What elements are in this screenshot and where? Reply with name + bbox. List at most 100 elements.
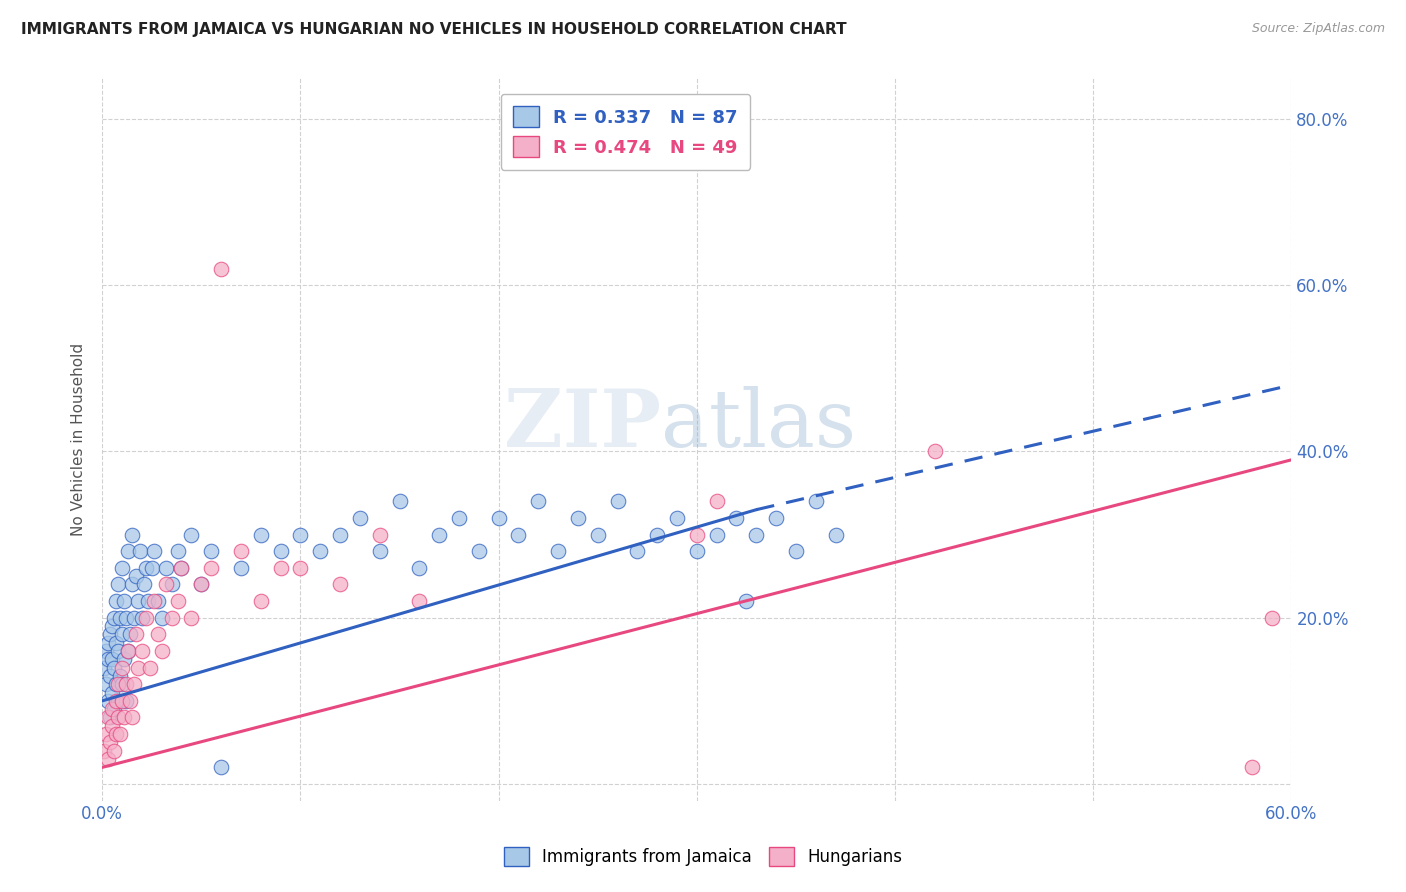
Point xyxy=(118,694,141,708)
Point xyxy=(1240,760,1263,774)
Point xyxy=(111,660,134,674)
Point xyxy=(447,511,470,525)
Point xyxy=(686,527,709,541)
Point xyxy=(209,760,232,774)
Point xyxy=(200,544,222,558)
Text: atlas: atlas xyxy=(661,385,856,464)
Point xyxy=(229,544,252,558)
Point xyxy=(527,494,550,508)
Point xyxy=(122,611,145,625)
Point xyxy=(97,710,120,724)
Point xyxy=(785,544,807,558)
Point xyxy=(115,677,138,691)
Point xyxy=(108,611,131,625)
Point xyxy=(160,577,183,591)
Y-axis label: No Vehicles in Household: No Vehicles in Household xyxy=(72,343,86,535)
Point xyxy=(98,735,121,749)
Point xyxy=(125,627,148,641)
Point xyxy=(166,594,188,608)
Point xyxy=(125,569,148,583)
Point xyxy=(115,611,138,625)
Point xyxy=(804,494,827,508)
Point xyxy=(686,544,709,558)
Point xyxy=(97,652,120,666)
Point xyxy=(309,544,332,558)
Point xyxy=(408,594,430,608)
Point xyxy=(706,527,728,541)
Point xyxy=(824,527,846,541)
Point xyxy=(96,644,118,658)
Point xyxy=(98,627,121,641)
Point xyxy=(488,511,510,525)
Point xyxy=(146,594,169,608)
Point xyxy=(122,677,145,691)
Point xyxy=(127,660,149,674)
Point xyxy=(209,261,232,276)
Point xyxy=(112,594,135,608)
Legend: R = 0.337   N = 87, R = 0.474   N = 49: R = 0.337 N = 87, R = 0.474 N = 49 xyxy=(501,94,751,169)
Point xyxy=(745,527,768,541)
Point xyxy=(388,494,411,508)
Point xyxy=(180,611,202,625)
Point xyxy=(127,594,149,608)
Point xyxy=(229,561,252,575)
Point xyxy=(115,694,138,708)
Point xyxy=(118,627,141,641)
Point xyxy=(108,669,131,683)
Point xyxy=(112,710,135,724)
Point xyxy=(111,677,134,691)
Point xyxy=(132,577,155,591)
Point xyxy=(408,561,430,575)
Point xyxy=(329,527,352,541)
Point xyxy=(139,660,162,674)
Point xyxy=(117,544,139,558)
Point xyxy=(97,752,120,766)
Point xyxy=(170,561,193,575)
Point xyxy=(270,561,292,575)
Point xyxy=(117,644,139,658)
Point xyxy=(166,544,188,558)
Point xyxy=(121,577,143,591)
Point xyxy=(96,727,118,741)
Point xyxy=(101,702,124,716)
Text: ZIP: ZIP xyxy=(505,385,661,464)
Point xyxy=(101,619,124,633)
Point xyxy=(135,561,157,575)
Point xyxy=(170,561,193,575)
Point xyxy=(567,511,589,525)
Point xyxy=(606,494,628,508)
Point xyxy=(97,694,120,708)
Point xyxy=(586,527,609,541)
Point xyxy=(96,677,118,691)
Point xyxy=(142,544,165,558)
Point xyxy=(101,719,124,733)
Point xyxy=(121,527,143,541)
Point xyxy=(111,561,134,575)
Point xyxy=(111,694,134,708)
Point xyxy=(725,511,748,525)
Point xyxy=(107,644,129,658)
Point xyxy=(706,494,728,508)
Point xyxy=(121,710,143,724)
Point xyxy=(101,652,124,666)
Point xyxy=(98,710,121,724)
Point xyxy=(146,627,169,641)
Point xyxy=(765,511,787,525)
Point xyxy=(101,685,124,699)
Point xyxy=(645,527,668,541)
Point xyxy=(97,635,120,649)
Point xyxy=(468,544,491,558)
Point xyxy=(155,561,177,575)
Point xyxy=(108,727,131,741)
Point xyxy=(107,577,129,591)
Point xyxy=(103,660,125,674)
Point xyxy=(111,627,134,641)
Point xyxy=(508,527,530,541)
Point xyxy=(112,652,135,666)
Point xyxy=(666,511,689,525)
Point xyxy=(1260,611,1282,625)
Point xyxy=(105,727,128,741)
Point xyxy=(142,594,165,608)
Point xyxy=(105,594,128,608)
Point xyxy=(190,577,212,591)
